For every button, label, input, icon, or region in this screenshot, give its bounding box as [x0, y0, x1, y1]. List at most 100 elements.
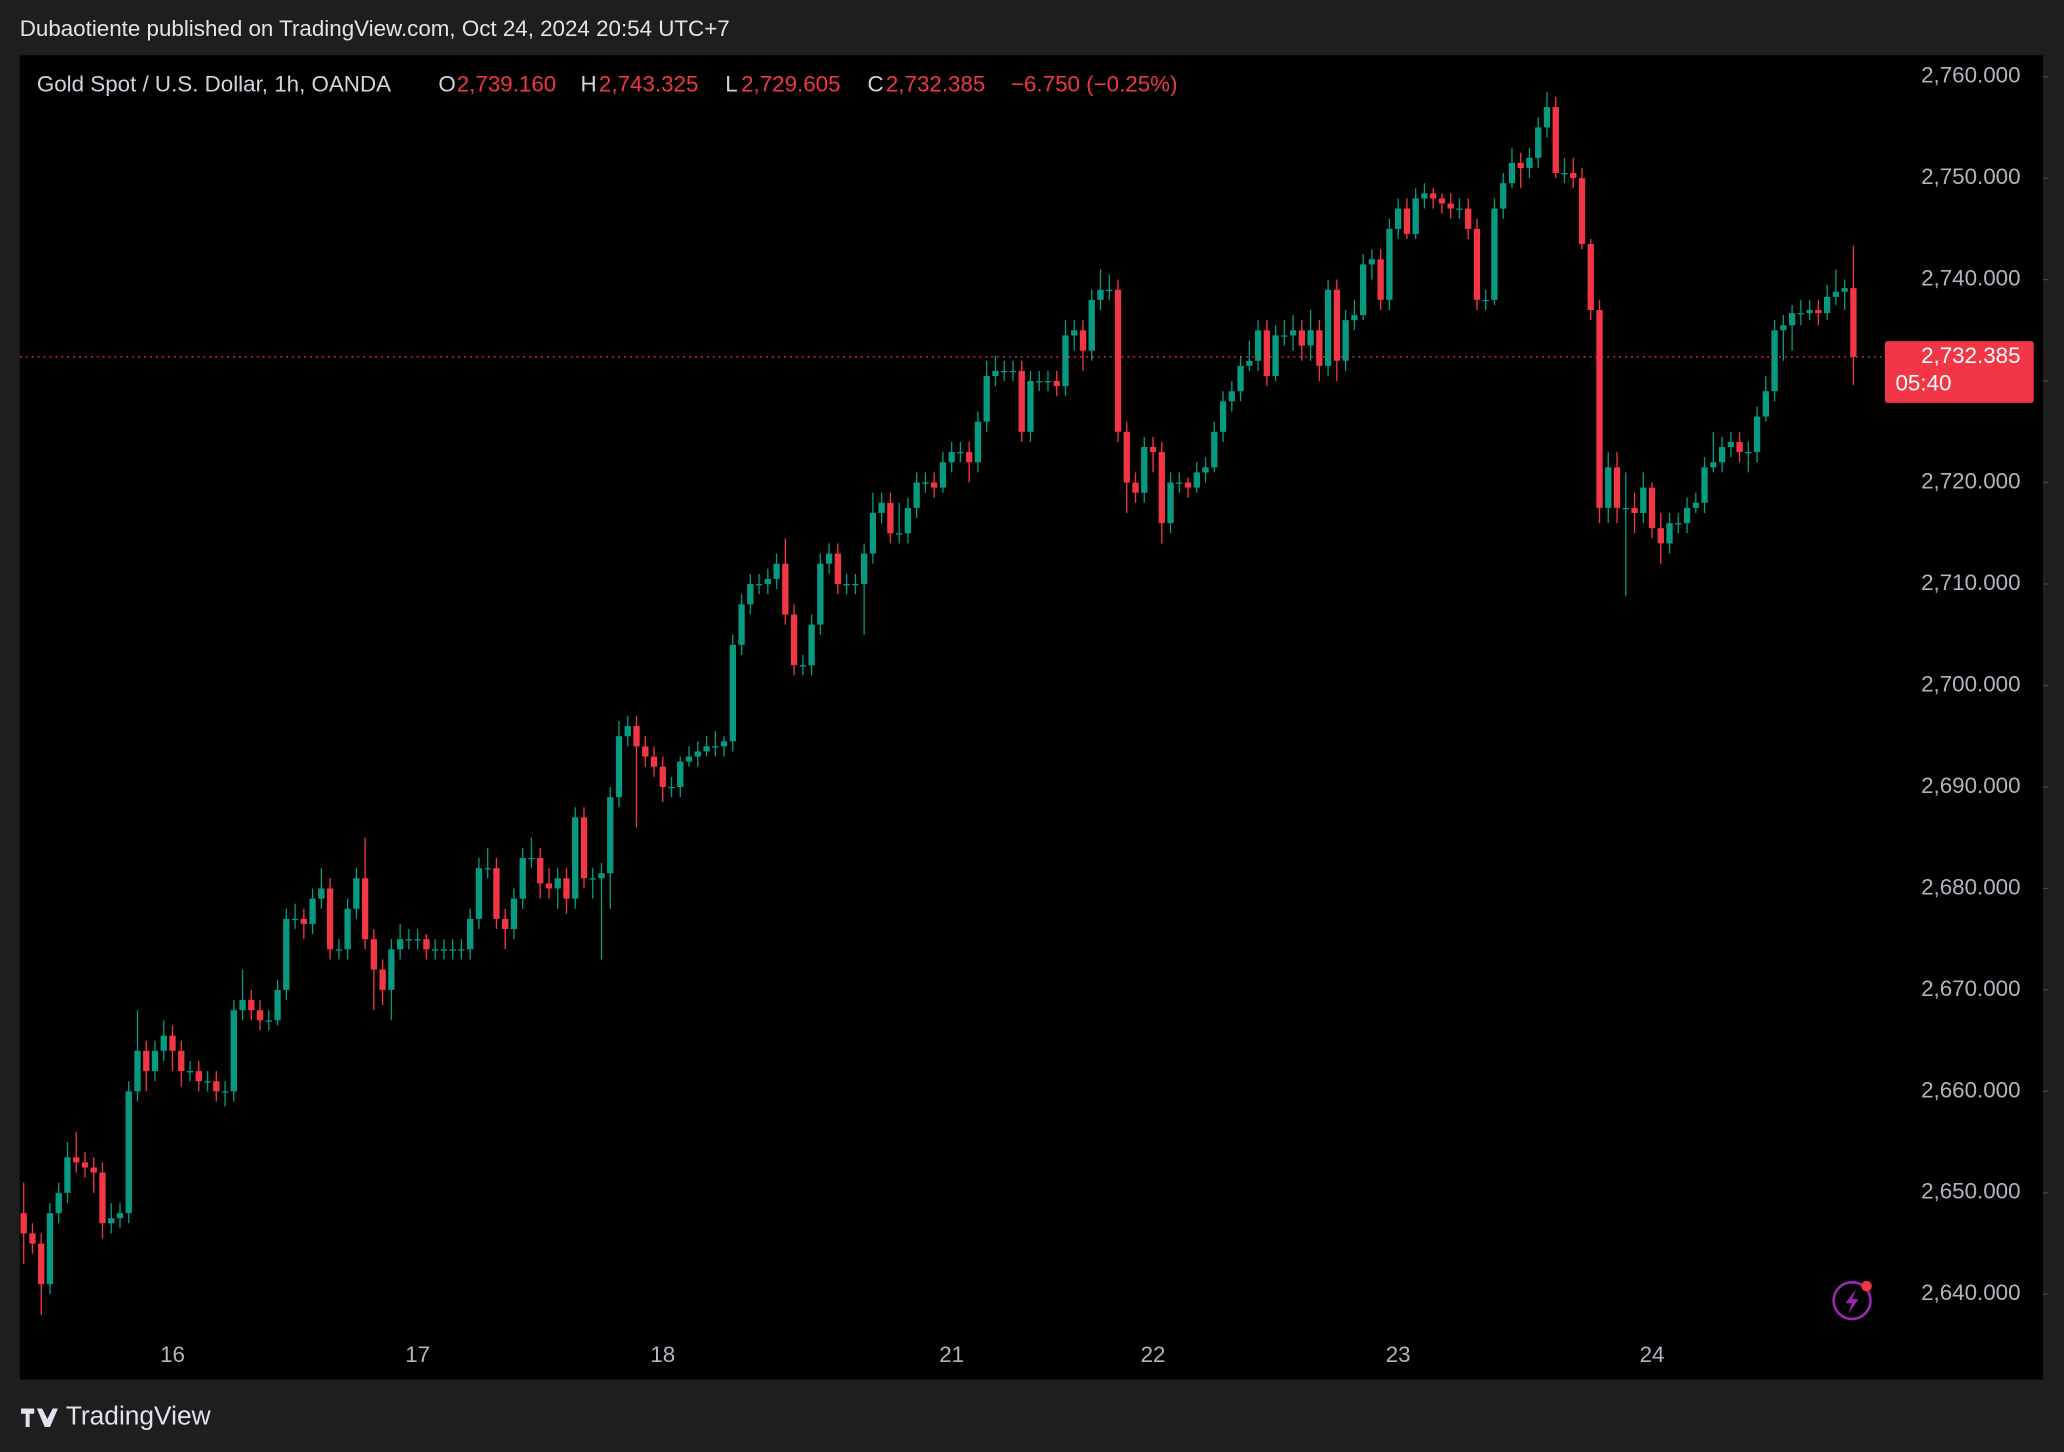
- candle-body: [1176, 482, 1183, 484]
- candle-body: [283, 918, 290, 990]
- candle-body: [1421, 193, 1428, 199]
- x-tick-label: 17: [405, 1342, 430, 1367]
- candle-body: [1657, 528, 1664, 544]
- last-price-label: 2,732.385: [1921, 343, 2020, 368]
- candle-body: [703, 746, 710, 752]
- candle-body: [755, 584, 763, 586]
- candle-body: [642, 746, 649, 757]
- candle-body: [248, 1000, 255, 1011]
- candle-body: [1465, 208, 1472, 229]
- ohlc-value: 2,743.325: [599, 72, 698, 97]
- candle-body: [1062, 335, 1069, 387]
- candle-body: [712, 746, 719, 748]
- alert-bolt[interactable]: [1845, 1288, 1859, 1314]
- candle-body: [878, 502, 885, 513]
- x-tick-label: 24: [1640, 1342, 1665, 1367]
- candle-body: [99, 1172, 106, 1224]
- candle-body: [125, 1091, 132, 1214]
- candle-body: [169, 1035, 176, 1051]
- candle-body: [1036, 381, 1043, 383]
- candle-body: [572, 817, 579, 899]
- candle-body: [782, 563, 789, 615]
- x-tick-label: 22: [1141, 1342, 1166, 1367]
- candle-body: [1281, 335, 1288, 337]
- candle-body: [1027, 381, 1034, 432]
- candle-body: [1710, 462, 1717, 468]
- change: −6.750 (−0.25%): [1011, 72, 1178, 97]
- candle-body: [1631, 507, 1638, 513]
- candle-body: [869, 512, 877, 554]
- candle-body: [1123, 431, 1130, 483]
- candle-body: [1403, 208, 1411, 234]
- y-tick-label: 2,650.000: [1921, 1179, 2020, 1204]
- candle-body: [493, 868, 500, 919]
- candle-body: [1788, 313, 1796, 326]
- candle-body: [502, 918, 509, 930]
- candle-body: [1552, 107, 1559, 174]
- ohlc-key: O: [438, 72, 455, 97]
- candle-body: [1359, 264, 1367, 316]
- candle-body: [817, 563, 824, 625]
- candle-body: [1683, 507, 1691, 524]
- candle-body: [484, 868, 491, 870]
- candle-body: [589, 878, 596, 880]
- candle-body: [1202, 467, 1209, 473]
- candle-body: [1815, 310, 1822, 314]
- candle-body: [615, 736, 623, 798]
- candle-body: [1237, 365, 1244, 392]
- candle-body: [353, 878, 360, 909]
- candle-body: [467, 918, 474, 950]
- candle-body: [1307, 330, 1314, 346]
- candle-body: [1132, 482, 1139, 493]
- candle-body: [475, 868, 483, 919]
- candle-body: [1377, 259, 1384, 300]
- x-tick-label: 16: [160, 1342, 185, 1367]
- candle-body: [1228, 391, 1235, 402]
- candle-body: [151, 1050, 159, 1072]
- candle-body: [1500, 183, 1507, 209]
- y-tick-label: 2,700.000: [1921, 671, 2020, 696]
- alert-ring[interactable]: [1832, 1280, 1872, 1321]
- candle-body: [64, 1157, 71, 1193]
- candle-body: [396, 939, 404, 950]
- countdown: 05:40: [1896, 370, 1952, 395]
- candle-body: [1762, 391, 1770, 417]
- candle-body: [659, 766, 666, 787]
- candle-body: [852, 584, 859, 586]
- published-line: Dubaotiente published on TradingView.com…: [20, 16, 730, 41]
- candle-body: [134, 1050, 141, 1092]
- candle-body: [90, 1167, 97, 1173]
- candle-body: [1211, 431, 1218, 468]
- candle-body: [1071, 330, 1078, 336]
- candle-body: [449, 949, 456, 951]
- candle-body: [1675, 523, 1682, 525]
- candle-body: [20, 1213, 27, 1234]
- candle-body: [1272, 335, 1279, 376]
- alert-icon[interactable]: [1832, 1280, 1872, 1321]
- marks: 2,640.000 2,650.000 2,660.000 2,670.000 2,68…: [19, 63, 2049, 1367]
- candle-body: [747, 584, 754, 605]
- candle-body: [1053, 381, 1060, 387]
- candle-body: [1578, 178, 1586, 245]
- ohlc-key: H: [581, 72, 597, 97]
- candle-body: [519, 857, 526, 899]
- candle-body: [1246, 360, 1253, 366]
- candle-body: [1517, 162, 1524, 168]
- candle-body: [221, 1091, 229, 1093]
- candle-body: [1430, 193, 1437, 199]
- candle-body: [1456, 208, 1463, 210]
- candle-body: [790, 614, 798, 666]
- candle-body: [1508, 162, 1516, 184]
- candle-body: [764, 578, 771, 585]
- candle-body: [939, 462, 947, 488]
- candle-body: [1438, 198, 1446, 204]
- candle-body: [46, 1213, 54, 1285]
- candle-body: [440, 949, 448, 951]
- candle-body: [431, 949, 439, 951]
- candle-body: [1797, 313, 1805, 315]
- alert-dot[interactable]: [1861, 1280, 1872, 1292]
- candle-body: [1640, 487, 1647, 513]
- y-tick-label: 2,750.000: [1921, 164, 2020, 189]
